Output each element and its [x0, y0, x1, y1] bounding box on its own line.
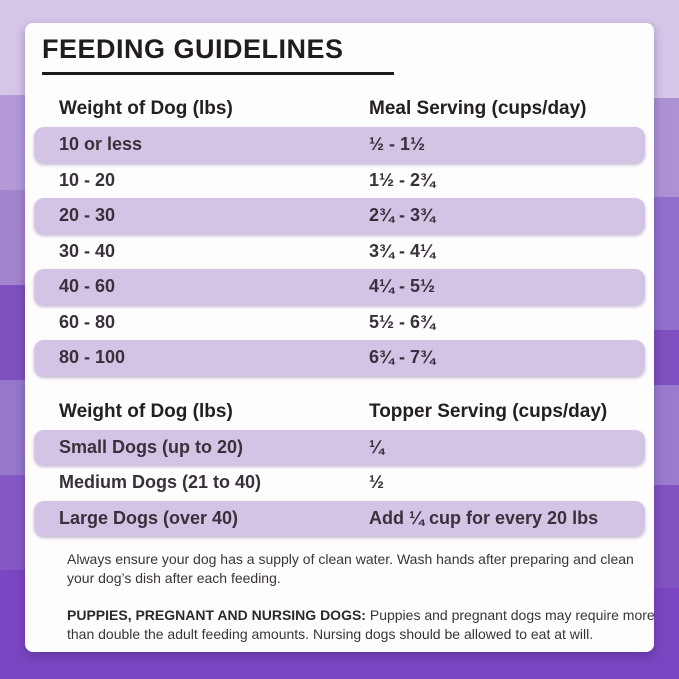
weight-column-header: Weight of Dog (lbs): [59, 401, 233, 422]
weight-cell: 10 or less: [59, 134, 143, 155]
weight-cell: Small Dogs (up to 20): [59, 436, 244, 457]
table-row: 10 or less ½ - 1½: [34, 127, 645, 163]
serving-cell: ½: [369, 472, 385, 493]
topper-table-header: Weight of Dog (lbs) Topper Serving (cups…: [34, 395, 645, 430]
serving-cell: 6¾ - 7¾: [369, 347, 436, 368]
weight-column-header: Weight of Dog (lbs): [59, 97, 233, 119]
serving-cell: ¼: [369, 436, 385, 457]
table-row: 30 - 40 3¾ - 4¼: [34, 234, 645, 270]
care-notes: Always ensure your dog has a supply of c…: [67, 550, 659, 644]
topper-serving-table: Weight of Dog (lbs) Topper Serving (cups…: [34, 395, 645, 536]
meal-table-header: Weight of Dog (lbs) Meal Serving (cups/d…: [34, 90, 645, 127]
serving-cell: 5½ - 6¾: [369, 311, 436, 332]
weight-cell: 20 - 30: [59, 205, 116, 226]
table-row: Medium Dogs (21 to 40) ½: [34, 465, 645, 501]
table-row: Large Dogs (over 40) Add ¼ cup for every…: [34, 500, 645, 536]
puppies-note-label: PUPPIES, PREGNANT AND NURSING DOGS:: [67, 607, 366, 623]
table-row: 60 - 80 5½ - 6¾: [34, 305, 645, 341]
serving-cell: 4¼ - 5½: [369, 276, 436, 297]
serving-cell: Add ¼ cup for every 20 lbs: [369, 507, 599, 528]
weight-cell: 10 - 20: [59, 169, 116, 190]
table-row: 20 - 30 2¾ - 3¾: [34, 198, 645, 234]
table-row: 10 - 20 1½ - 2¾: [34, 163, 645, 199]
topper-serving-column-header: Topper Serving (cups/day): [369, 401, 608, 422]
weight-cell: 40 - 60: [59, 276, 116, 297]
meal-serving-table: Weight of Dog (lbs) Meal Serving (cups/d…: [34, 90, 645, 376]
weight-cell: 60 - 80: [59, 311, 116, 332]
serving-cell: 1½ - 2¾: [369, 169, 436, 190]
weight-cell: Medium Dogs (21 to 40): [59, 472, 262, 493]
puppies-note: PUPPIES, PREGNANT AND NURSING DOGS: Pupp…: [67, 606, 659, 644]
guidelines-card: FEEDING GUIDELINES Weight of Dog (lbs) M…: [25, 23, 655, 652]
table-row: Small Dogs (up to 20) ¼: [34, 429, 645, 465]
water-note: Always ensure your dog has a supply of c…: [67, 551, 634, 586]
weight-cell: 30 - 40: [59, 240, 116, 261]
page-title: FEEDING GUIDELINES: [42, 34, 344, 64]
weight-cell: 80 - 100: [59, 347, 126, 368]
serving-cell: 2¾ - 3¾: [369, 205, 436, 226]
puppies-note-text: Puppies and pregnant dogs may require mo…: [67, 607, 655, 642]
table-row: 40 - 60 4¼ - 5½: [34, 269, 645, 305]
serving-cell: ½ - 1½: [369, 134, 426, 155]
title-underline: [42, 72, 394, 75]
meal-serving-column-header: Meal Serving (cups/day): [369, 97, 587, 119]
serving-cell: 3¾ - 4¼: [369, 240, 436, 261]
weight-cell: Large Dogs (over 40): [59, 507, 239, 528]
table-row: 80 - 100 6¾ - 7¾: [34, 340, 645, 376]
